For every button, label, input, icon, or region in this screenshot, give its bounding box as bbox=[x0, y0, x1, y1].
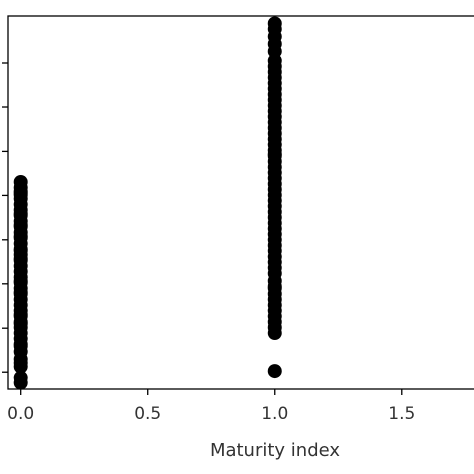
x-axis-ticks: 0.0 0.5 1.0 1.5 bbox=[7, 389, 415, 424]
data-point bbox=[267, 147, 282, 162]
y-axis-ticks bbox=[2, 62, 8, 373]
data-point bbox=[13, 355, 28, 370]
data-point bbox=[267, 364, 282, 379]
data-point bbox=[267, 16, 282, 31]
data-point bbox=[13, 316, 28, 331]
data-point bbox=[13, 273, 28, 288]
data-point bbox=[13, 217, 28, 232]
x-tick-label: 1.5 bbox=[388, 404, 415, 424]
x-tick-label: 0.0 bbox=[7, 404, 34, 424]
scatter-points bbox=[13, 16, 282, 390]
data-point bbox=[13, 285, 28, 300]
data-point bbox=[13, 229, 28, 244]
plot-frame bbox=[7, 15, 474, 390]
data-point bbox=[267, 279, 282, 294]
data-point bbox=[13, 186, 28, 201]
x-tick-label: 1.0 bbox=[261, 404, 288, 424]
data-point bbox=[13, 370, 28, 385]
x-tick-label: 0.5 bbox=[134, 404, 161, 424]
x-axis-label: Maturity index bbox=[210, 440, 340, 461]
data-point bbox=[13, 251, 28, 266]
data-point bbox=[13, 339, 28, 354]
data-point bbox=[13, 174, 28, 189]
data-point bbox=[13, 206, 28, 221]
